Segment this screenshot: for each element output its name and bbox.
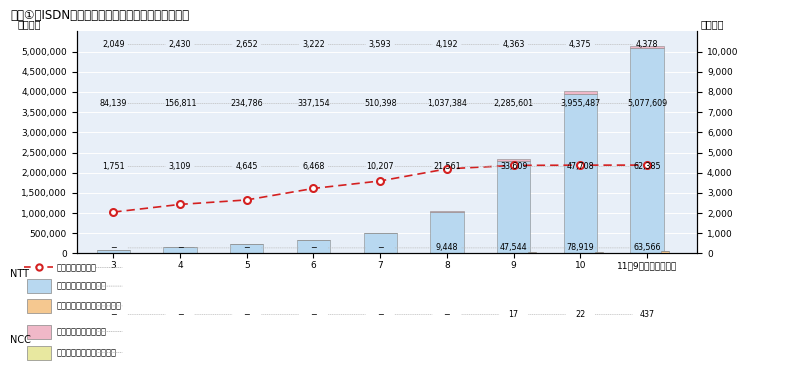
Text: 基本インターフェース: 基本インターフェース bbox=[56, 282, 106, 290]
Text: −: − bbox=[243, 310, 250, 319]
Text: （地域）: （地域） bbox=[700, 19, 724, 29]
Text: 33,609: 33,609 bbox=[500, 162, 527, 171]
Bar bbox=[595, 252, 603, 253]
Bar bbox=[497, 159, 530, 161]
Text: 234,786: 234,786 bbox=[231, 99, 263, 108]
Bar bbox=[630, 46, 664, 48]
Text: 84,139: 84,139 bbox=[99, 99, 127, 108]
Text: 2,049: 2,049 bbox=[102, 40, 125, 49]
Text: 2,285,601: 2,285,601 bbox=[493, 99, 534, 108]
Text: −: − bbox=[110, 310, 117, 319]
Text: −: − bbox=[377, 310, 384, 319]
Text: 3,955,487: 3,955,487 bbox=[560, 99, 600, 108]
Text: 4,192: 4,192 bbox=[435, 40, 459, 49]
Text: 2,430: 2,430 bbox=[168, 40, 191, 49]
Bar bbox=[430, 211, 463, 212]
Bar bbox=[630, 48, 664, 253]
Text: 21,561: 21,561 bbox=[433, 162, 461, 171]
Text: −: − bbox=[177, 310, 184, 319]
Text: −: − bbox=[377, 243, 384, 252]
Text: 78,919: 78,919 bbox=[567, 243, 594, 252]
Text: 6,468: 6,468 bbox=[302, 162, 325, 171]
Bar bbox=[563, 91, 597, 94]
Text: 510,398: 510,398 bbox=[364, 99, 397, 108]
Text: 4,378: 4,378 bbox=[636, 40, 659, 49]
Text: 47,708: 47,708 bbox=[567, 162, 594, 171]
Text: 62,385: 62,385 bbox=[634, 162, 661, 171]
Text: 47,544: 47,544 bbox=[500, 243, 527, 252]
Text: −: − bbox=[310, 310, 317, 319]
Text: 63,566: 63,566 bbox=[634, 243, 661, 252]
Text: 図表①　ISDNサービス回線数及び提供地域数の推移: 図表① ISDNサービス回線数及び提供地域数の推移 bbox=[10, 9, 189, 22]
Text: 337,154: 337,154 bbox=[297, 99, 330, 108]
Bar bbox=[27, 299, 51, 313]
Bar bbox=[497, 161, 530, 253]
Bar bbox=[662, 251, 670, 253]
Text: 一次群速度インターフェース: 一次群速度インターフェース bbox=[56, 302, 122, 310]
Bar bbox=[27, 346, 51, 360]
Text: 3,109: 3,109 bbox=[168, 162, 191, 171]
Text: −: − bbox=[443, 310, 451, 319]
Text: 5,077,609: 5,077,609 bbox=[627, 99, 667, 108]
Text: NTT: NTT bbox=[10, 269, 29, 279]
Text: −: − bbox=[243, 243, 250, 252]
Bar bbox=[563, 94, 597, 253]
Text: 基本インターフェース: 基本インターフェース bbox=[56, 327, 106, 336]
Bar bbox=[230, 244, 264, 253]
Text: −: − bbox=[310, 243, 317, 252]
Bar bbox=[97, 250, 130, 253]
Text: 22: 22 bbox=[575, 310, 585, 319]
Text: （回線）: （回線） bbox=[18, 19, 41, 29]
Bar bbox=[528, 252, 536, 253]
Text: −: − bbox=[110, 243, 117, 252]
Text: NCC: NCC bbox=[10, 335, 31, 345]
Bar bbox=[164, 247, 197, 253]
Text: 9,448: 9,448 bbox=[436, 243, 458, 252]
Bar bbox=[27, 324, 51, 339]
Text: 437: 437 bbox=[640, 310, 654, 319]
Bar bbox=[364, 233, 397, 253]
Text: −: − bbox=[177, 243, 184, 252]
Text: 2,652: 2,652 bbox=[235, 40, 258, 49]
Text: 一次群速度インターェース: 一次群速度インターェース bbox=[56, 348, 116, 357]
Text: 1,037,384: 1,037,384 bbox=[427, 99, 467, 108]
Bar bbox=[27, 279, 51, 293]
Text: 10,207: 10,207 bbox=[367, 162, 394, 171]
Bar bbox=[297, 240, 330, 253]
Text: 156,811: 156,811 bbox=[164, 99, 196, 108]
Bar bbox=[430, 212, 463, 253]
Text: 3,222: 3,222 bbox=[302, 40, 325, 49]
Text: 4,645: 4,645 bbox=[235, 162, 258, 171]
Text: サービス提供地域: サービス提供地域 bbox=[56, 263, 97, 272]
Text: 3,593: 3,593 bbox=[369, 40, 392, 49]
Text: 1,751: 1,751 bbox=[102, 162, 125, 171]
Text: 4,363: 4,363 bbox=[502, 40, 525, 49]
Text: 4,375: 4,375 bbox=[569, 40, 592, 49]
Text: 17: 17 bbox=[509, 310, 519, 319]
